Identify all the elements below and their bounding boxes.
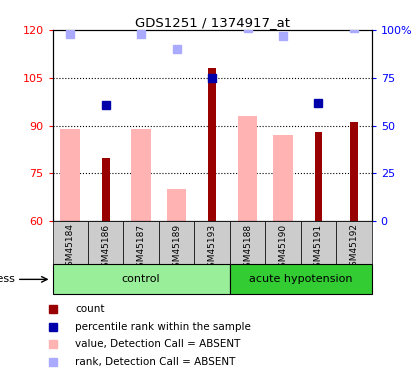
Bar bbox=[238, 116, 257, 221]
Text: rank, Detection Call = ABSENT: rank, Detection Call = ABSENT bbox=[75, 357, 236, 367]
Text: control: control bbox=[122, 274, 160, 284]
Bar bbox=[88, 221, 123, 264]
Bar bbox=[159, 221, 194, 264]
Bar bbox=[230, 264, 372, 294]
Text: GSM45184: GSM45184 bbox=[66, 224, 75, 272]
Text: value, Detection Call = ABSENT: value, Detection Call = ABSENT bbox=[75, 339, 241, 350]
Bar bbox=[167, 189, 186, 221]
Bar bbox=[265, 221, 301, 264]
Bar bbox=[208, 68, 216, 221]
Text: GSM45193: GSM45193 bbox=[207, 224, 217, 273]
Bar bbox=[336, 221, 372, 264]
Bar bbox=[123, 221, 159, 264]
Text: GSM45186: GSM45186 bbox=[101, 224, 110, 273]
Bar bbox=[315, 132, 323, 221]
Text: count: count bbox=[75, 304, 105, 314]
Text: GSM45192: GSM45192 bbox=[349, 224, 358, 272]
Bar bbox=[350, 122, 358, 221]
Title: GDS1251 / 1374917_at: GDS1251 / 1374917_at bbox=[134, 16, 290, 29]
Text: GSM45189: GSM45189 bbox=[172, 224, 181, 273]
Bar bbox=[60, 129, 80, 221]
Bar bbox=[102, 158, 110, 221]
Bar bbox=[52, 264, 230, 294]
Text: stress: stress bbox=[0, 274, 16, 284]
Bar bbox=[52, 221, 88, 264]
Bar bbox=[194, 221, 230, 264]
Bar bbox=[230, 221, 265, 264]
Bar bbox=[273, 135, 293, 221]
Text: GSM45187: GSM45187 bbox=[136, 224, 146, 273]
Text: GSM45191: GSM45191 bbox=[314, 224, 323, 273]
Text: GSM45190: GSM45190 bbox=[278, 224, 288, 273]
Text: GSM45188: GSM45188 bbox=[243, 224, 252, 273]
Bar bbox=[301, 221, 336, 264]
Text: percentile rank within the sample: percentile rank within the sample bbox=[75, 322, 251, 332]
Bar bbox=[131, 129, 151, 221]
Text: acute hypotension: acute hypotension bbox=[249, 274, 352, 284]
